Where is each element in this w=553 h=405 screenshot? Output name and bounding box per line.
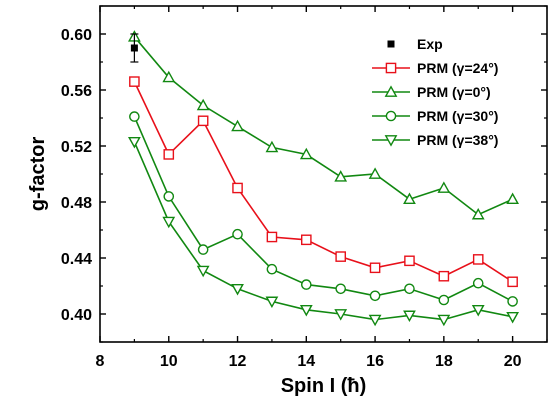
data-point bbox=[301, 279, 312, 290]
data-point bbox=[471, 304, 485, 317]
data-point bbox=[334, 170, 348, 182]
data-point bbox=[162, 216, 176, 229]
y-tick-label: 0.40 bbox=[61, 307, 92, 324]
data-point bbox=[231, 283, 244, 296]
series-1 bbox=[127, 30, 520, 220]
legend-label: Exp bbox=[417, 36, 443, 52]
experiment-layer bbox=[130, 33, 139, 63]
x-tick-label: 18 bbox=[435, 353, 453, 370]
y-tick-label: 0.44 bbox=[61, 251, 92, 268]
legend-item-2: PRM (γ=30°) bbox=[372, 108, 498, 124]
x-tick-label: 14 bbox=[297, 353, 315, 370]
series-layer bbox=[127, 30, 520, 327]
data-point bbox=[196, 265, 210, 278]
data-point bbox=[127, 136, 141, 149]
x-tick-label: 20 bbox=[504, 353, 522, 370]
legend-marker bbox=[384, 85, 398, 97]
data-point bbox=[438, 270, 450, 282]
series-line bbox=[133, 141, 513, 321]
legend-marker bbox=[387, 40, 395, 48]
data-point bbox=[162, 70, 176, 83]
data-point bbox=[299, 147, 313, 160]
data-point bbox=[471, 207, 485, 220]
series-2 bbox=[129, 111, 518, 307]
data-point bbox=[437, 314, 451, 327]
legend-label: PRM (γ=38°) bbox=[417, 132, 498, 148]
data-point bbox=[403, 310, 416, 323]
data-point bbox=[437, 181, 451, 193]
series-line bbox=[133, 116, 513, 303]
data-point bbox=[197, 244, 209, 255]
data-point bbox=[163, 149, 175, 160]
x-axis-title: Spin I (ħ) bbox=[281, 375, 367, 397]
plot-area bbox=[99, 5, 548, 343]
plot-border bbox=[99, 5, 548, 343]
data-point bbox=[507, 276, 518, 288]
data-point bbox=[197, 115, 209, 127]
legend-marker bbox=[384, 135, 398, 147]
legend-item-3: PRM (γ=38°) bbox=[372, 132, 498, 148]
data-point bbox=[369, 262, 381, 274]
data-point bbox=[265, 296, 279, 309]
series-3 bbox=[127, 136, 520, 327]
y-tick-label: 0.56 bbox=[61, 83, 92, 100]
legend-label: PRM (γ=24°) bbox=[417, 60, 498, 76]
data-point bbox=[266, 263, 278, 275]
series-line bbox=[133, 81, 514, 283]
data-point bbox=[299, 304, 313, 317]
exp-data-point bbox=[130, 44, 138, 52]
legend-marker bbox=[385, 110, 397, 122]
series-0 bbox=[129, 76, 518, 288]
x-tick-label: 12 bbox=[229, 353, 247, 370]
data-point bbox=[129, 111, 140, 122]
y-tick-label: 0.52 bbox=[61, 139, 92, 156]
x-tick-label: 8 bbox=[96, 353, 105, 370]
data-point bbox=[438, 294, 450, 306]
data-point bbox=[265, 140, 279, 153]
x-tick-label: 10 bbox=[160, 353, 178, 370]
data-point bbox=[163, 191, 175, 202]
data-point bbox=[266, 231, 278, 243]
data-point bbox=[404, 255, 415, 267]
legend-item-0: PRM (γ=24°) bbox=[372, 60, 498, 76]
data-point bbox=[334, 309, 348, 321]
data-point bbox=[335, 283, 346, 295]
data-point bbox=[232, 182, 243, 194]
legend-item-1: PRM (γ=0°) bbox=[372, 84, 491, 100]
legend-label: PRM (γ=30°) bbox=[417, 108, 498, 124]
y-tick-label: 0.60 bbox=[61, 27, 92, 44]
data-point bbox=[472, 277, 484, 289]
data-point bbox=[507, 296, 518, 307]
y-axis-title: g-factor bbox=[27, 137, 49, 212]
data-point bbox=[404, 283, 415, 295]
legend-marker bbox=[385, 62, 397, 74]
data-point bbox=[368, 167, 382, 179]
legend-item-exp: Exp bbox=[387, 36, 443, 52]
data-point bbox=[472, 254, 484, 265]
y-tick-label: 0.48 bbox=[61, 195, 92, 212]
axes: 8 10 12 14 16 18 20 0.40 0.44 0.48 0.52 0.56 0.60 bbox=[61, 5, 548, 370]
data-point bbox=[403, 192, 416, 205]
data-point bbox=[506, 311, 520, 324]
data-point bbox=[369, 290, 381, 302]
data-point bbox=[196, 98, 210, 111]
data-point bbox=[231, 119, 244, 132]
data-point bbox=[506, 192, 520, 205]
x-tick-label: 16 bbox=[366, 353, 384, 370]
data-point bbox=[129, 76, 140, 87]
legend: Exp PRM (γ=24°) PRM (γ=0°) PRM (γ=30°) PRM (… bbox=[372, 36, 498, 148]
data-point bbox=[301, 234, 312, 246]
data-point bbox=[368, 314, 382, 327]
legend-label: PRM (γ=0°) bbox=[417, 84, 491, 100]
data-point bbox=[232, 228, 243, 240]
data-point bbox=[335, 251, 346, 262]
